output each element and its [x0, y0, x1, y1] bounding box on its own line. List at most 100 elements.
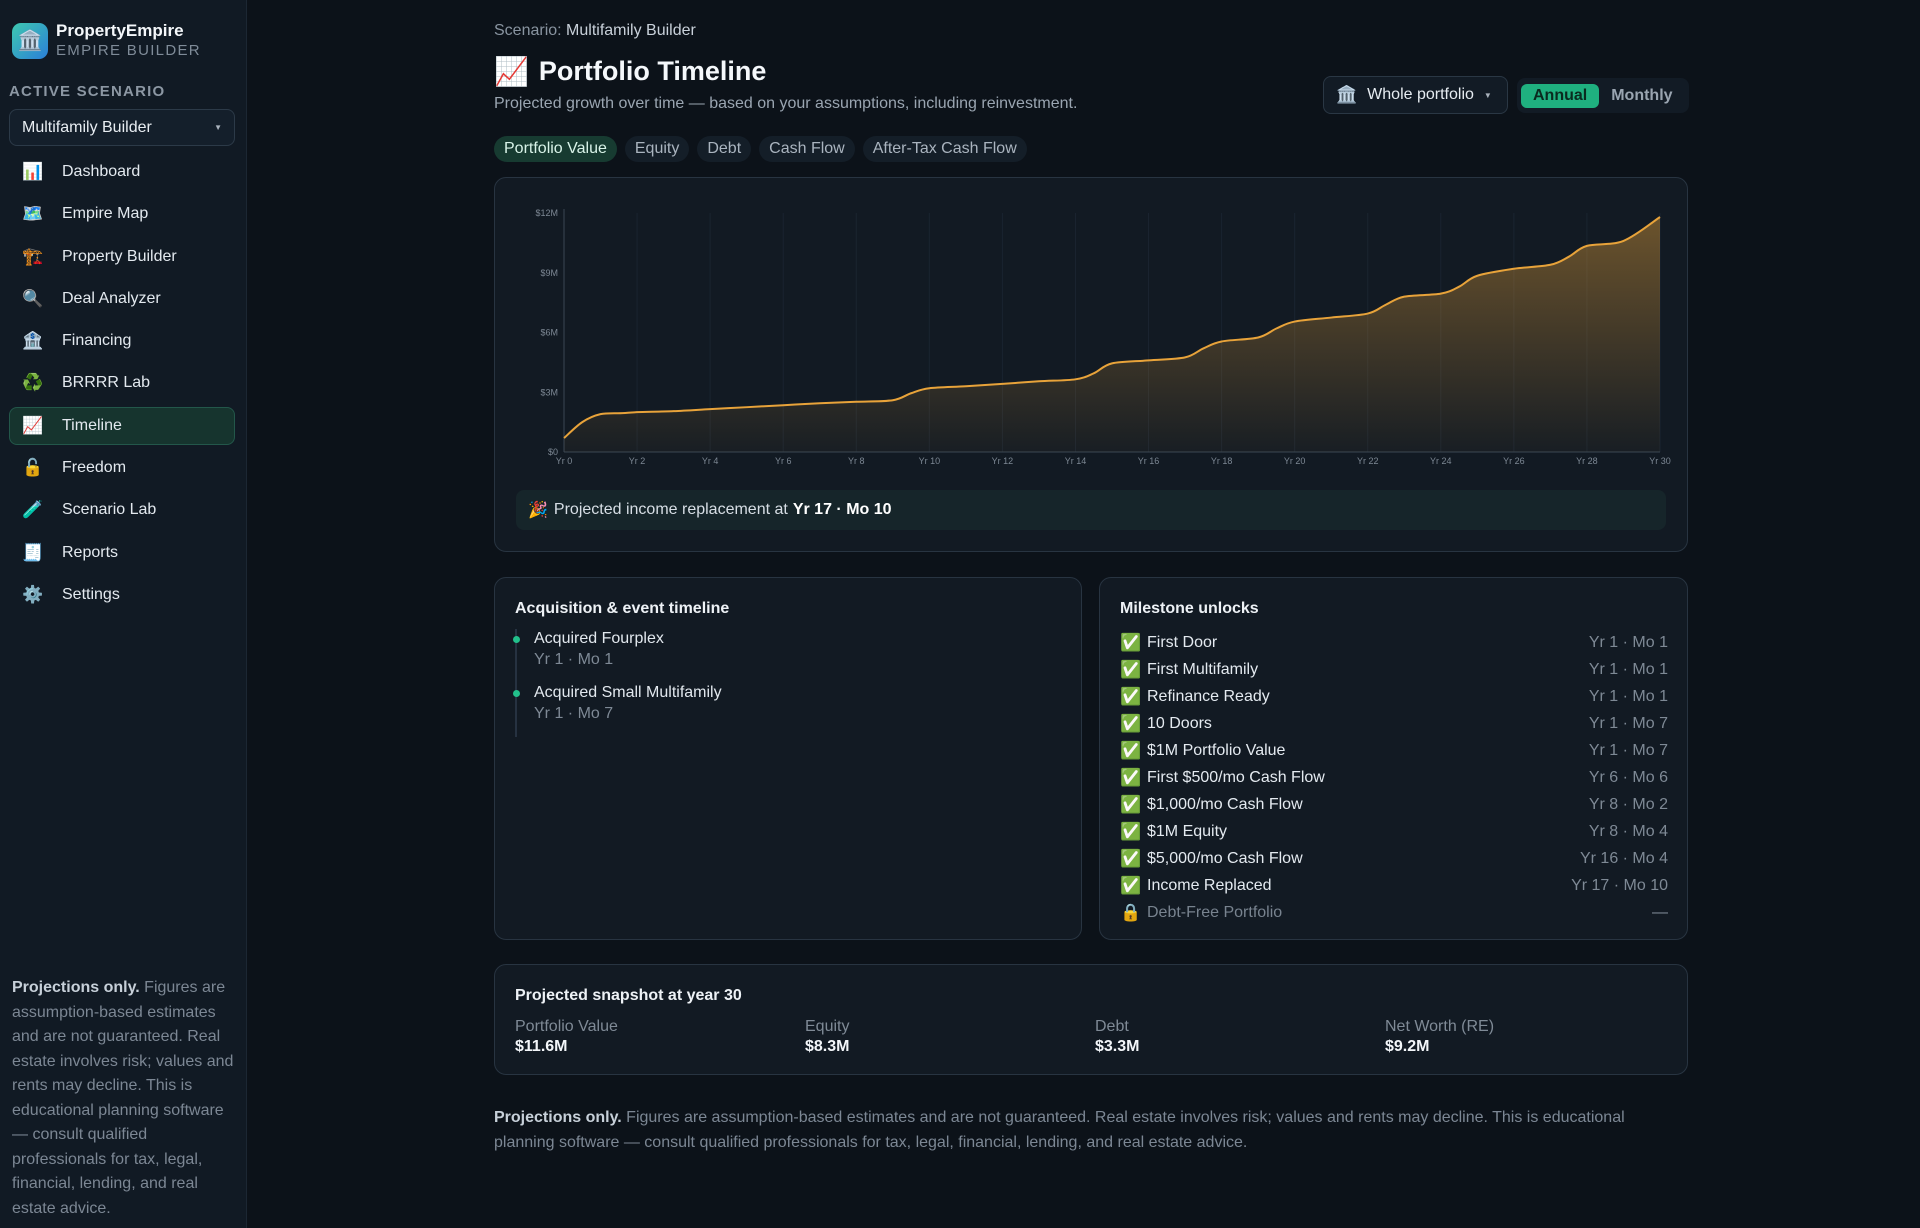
portfolio-value-chart: $0 $3M $6M $9M $12M Yr 0 Yr 2 Yr 4 Yr 6 Yr 8 Yr 10…	[535, 208, 1671, 466]
sidebar-item-label: Freedom	[62, 459, 127, 477]
income-banner-value: Yr 17 · Mo 10	[792, 501, 892, 518]
construction-icon: 🏗️	[22, 246, 44, 266]
portfolio-value-line	[563, 216, 1661, 439]
check-mark-icon: ✅	[1120, 768, 1142, 788]
income-replacement-banner: 🎉 Projected income replacement at Yr 17 …	[516, 490, 1666, 530]
acquisition-date: Yr 1 · Mo 1	[534, 651, 614, 668]
page-title: 📈 Portfolio Timeline	[494, 55, 766, 88]
tab-after-tax-cash-flow[interactable]: After-Tax Cash Flow	[862, 136, 1027, 162]
check-mark-icon: ✅	[1120, 713, 1142, 733]
tab-portfolio-value[interactable]: Portfolio Value	[494, 136, 617, 162]
snapshot-label: Net Worth (RE)	[1385, 1018, 1495, 1035]
period-toggle: Annual Monthly	[1517, 78, 1689, 113]
footer-disclaimer: Projections only. Figures are assumption…	[494, 1106, 1688, 1155]
bank-icon: 🏦	[22, 331, 44, 351]
scenario-select-value: Multifamily Builder	[22, 118, 152, 136]
y-tick-label: $6M	[540, 328, 558, 338]
portfolio-scope-select[interactable]: 🏛️ Whole portfolio ▼	[1323, 76, 1508, 114]
income-banner-text: Projected income replacement at	[553, 501, 788, 518]
snapshot-value: $9.2M	[1385, 1038, 1430, 1055]
sidebar-item-brrrr-lab[interactable]: ♻️ BRRRR Lab	[9, 364, 235, 402]
tab-debt[interactable]: Debt	[697, 136, 752, 162]
sidebar-item-financing[interactable]: 🏦 Financing	[9, 322, 235, 360]
tab-cash-flow[interactable]: Cash Flow	[759, 136, 855, 162]
sidebar-item-label: Dashboard	[62, 163, 141, 180]
scenario-select[interactable]: Multifamily Builder ▼	[9, 109, 235, 146]
snapshot-grid: Portfolio Value $11.6M Equity $8.3M Debt…	[515, 1017, 1675, 1057]
portfolio-chart-card: $0 $3M $6M $9M $12M Yr 0 Yr 2 Yr 4 Yr 6 Yr 8 Yr 10…	[494, 177, 1688, 552]
snapshot-equity: Equity $8.3M	[805, 1017, 1095, 1057]
snapshot-title: Projected snapshot at year 30	[515, 987, 742, 1004]
breadcrumb: Scenario: Multifamily Builder	[494, 22, 696, 40]
disclaimer-text: Figures are assumption-based estimates a…	[12, 979, 234, 1217]
y-tick-label: $0	[548, 447, 558, 457]
sidebar-item-dashboard[interactable]: 📊 Dashboard	[9, 153, 235, 191]
sidebar-item-timeline[interactable]: 📈 Timeline	[9, 406, 235, 445]
sidebar-item-freedom[interactable]: 🔓 Freedom	[9, 449, 235, 487]
snapshot-label: Portfolio Value	[515, 1018, 618, 1035]
x-tick-label: Yr 8	[848, 456, 865, 466]
timeline-dot-icon	[513, 636, 520, 643]
period-monthly-button[interactable]: Monthly	[1611, 86, 1673, 104]
milestone-name: First Door	[1147, 633, 1218, 651]
sidebar-item-label: Financing	[62, 332, 132, 350]
brand[interactable]: 🏛️ PropertyEmpire EMPIRE BUILDER	[12, 21, 201, 60]
milestone-unlocks-title: Milestone unlocks	[1120, 600, 1259, 617]
sidebar-item-empire-map[interactable]: 🗺️ Empire Map	[9, 195, 235, 233]
brand-name: PropertyEmpire	[56, 21, 184, 40]
scope-select-value: Whole portfolio	[1367, 86, 1474, 103]
milestone-date: Yr 8 · Mo 4	[1588, 823, 1668, 841]
sidebar-item-label: Deal Analyzer	[62, 289, 161, 307]
disclaimer-text: Figures are assumption-based estimates a…	[494, 1109, 1625, 1151]
x-tick-label: Yr 26	[1503, 456, 1525, 466]
check-mark-icon: ✅	[1120, 795, 1142, 815]
party-popper-icon: 🎉	[528, 502, 548, 519]
x-tick-label: Yr 30	[1649, 456, 1671, 466]
sidebar-item-scenario-lab[interactable]: 🧪 Scenario Lab	[9, 491, 235, 529]
milestone-name: $1M Portfolio Value	[1147, 741, 1286, 759]
snapshot-value: $11.6M	[515, 1038, 568, 1055]
sidebar-item-settings[interactable]: ⚙️ Settings	[9, 576, 235, 614]
milestone-list: ✅ First Door Yr 1 · Mo 1 ✅ First Multifa…	[1120, 629, 1668, 927]
list-item: ✅ First Multifamily Yr 1 · Mo 1	[1120, 656, 1668, 683]
year-30-snapshot-card: Projected snapshot at year 30 Portfolio …	[494, 964, 1688, 1075]
milestone-name: First $500/mo Cash Flow	[1147, 769, 1325, 787]
sidebar-item-label: Settings	[62, 585, 120, 603]
gear-icon: ⚙️	[22, 584, 44, 604]
tab-equity[interactable]: Equity	[624, 136, 690, 162]
disclaimer-bold: Projections only.	[12, 979, 140, 996]
list-item: Acquired Small Multifamily Yr 1 · Mo 7	[513, 683, 1055, 737]
x-tick-label: Yr 28	[1576, 456, 1598, 466]
milestone-name: Refinance Ready	[1147, 687, 1270, 705]
acquisition-date: Yr 1 · Mo 7	[534, 705, 614, 722]
x-tick-label: Yr 12	[992, 456, 1014, 466]
list-item: ✅ $1,000/mo Cash Flow Yr 8 · Mo 2	[1120, 792, 1668, 819]
acquisition-name: Acquired Small Multifamily	[534, 684, 722, 701]
brand-subtitle: EMPIRE BUILDER	[56, 42, 201, 59]
milestone-name: 10 Doors	[1147, 714, 1212, 732]
page-subtitle: Projected growth over time — based on yo…	[494, 95, 1078, 112]
breadcrumb-label: Scenario:	[494, 22, 562, 39]
sidebar-item-reports[interactable]: 🧾 Reports	[9, 534, 235, 572]
x-tick-label: Yr 10	[919, 456, 941, 466]
magnifier-icon: 🔍	[22, 288, 44, 308]
milestone-date: —	[1652, 904, 1668, 922]
milestone-date: Yr 1 · Mo 7	[1588, 714, 1668, 732]
milestone-name: $1,000/mo Cash Flow	[1147, 796, 1303, 814]
sidebar-item-label: Empire Map	[62, 205, 149, 223]
milestone-date: Yr 8 · Mo 2	[1588, 796, 1668, 814]
list-item: ✅ $5,000/mo Cash Flow Yr 16 · Mo 4	[1120, 846, 1668, 873]
milestone-date: Yr 16 · Mo 4	[1579, 850, 1668, 868]
x-tick-label: Yr 16	[1138, 456, 1160, 466]
building-icon: 🏛️	[1336, 85, 1358, 104]
sidebar-item-label: Property Builder	[62, 247, 177, 265]
sidebar-item-label: Timeline	[62, 416, 122, 434]
sidebar-item-deal-analyzer[interactable]: 🔍 Deal Analyzer	[9, 280, 235, 318]
chevron-down-icon: ▼	[214, 123, 222, 132]
check-mark-icon: ✅	[1120, 822, 1142, 842]
sidebar-item-property-builder[interactable]: 🏗️ Property Builder	[9, 238, 235, 276]
check-mark-icon: ✅	[1120, 659, 1142, 679]
x-tick-label: Yr 20	[1284, 456, 1306, 466]
x-tick-label: Yr 4	[702, 456, 719, 466]
period-annual-button[interactable]: Annual	[1521, 83, 1600, 108]
